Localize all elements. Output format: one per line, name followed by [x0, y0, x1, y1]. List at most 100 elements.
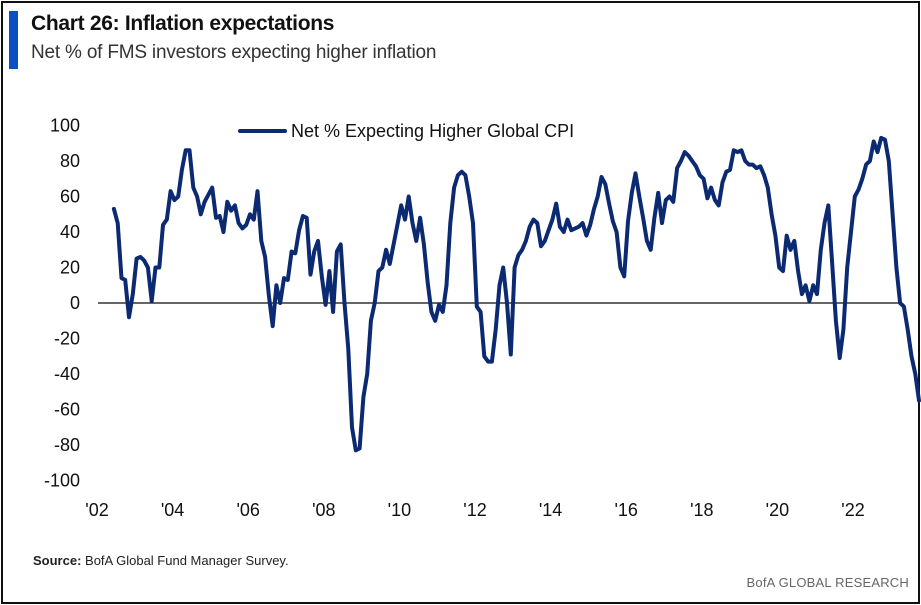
data-point	[812, 284, 815, 287]
data-point	[245, 223, 248, 227]
data-point	[233, 204, 237, 207]
y-axis-ticks: 100 80 60 40 20 0 -20 -40 -60 -80 -100	[44, 116, 80, 491]
data-point	[350, 426, 354, 429]
data-point	[823, 221, 826, 225]
series-line-net-pct-higher-cpi	[111, 135, 921, 453]
data-point	[260, 239, 263, 243]
data-point	[142, 259, 146, 262]
data-point	[403, 218, 407, 221]
data-point	[664, 198, 667, 202]
data-point	[570, 229, 573, 232]
x-tick-label: '16	[614, 500, 637, 520]
data-point	[229, 209, 233, 212]
data-point	[513, 266, 516, 269]
data-point	[717, 204, 720, 207]
data-point	[263, 255, 267, 259]
data-point	[112, 207, 116, 211]
data-point	[543, 239, 546, 243]
data-point	[369, 319, 373, 322]
data-point	[131, 292, 134, 296]
data-point	[721, 181, 724, 184]
data-point	[445, 284, 448, 287]
data-point	[475, 305, 478, 308]
data-point	[868, 159, 872, 163]
data-point	[286, 278, 289, 282]
data-point	[135, 257, 138, 260]
data-point	[804, 284, 807, 287]
data-point	[154, 266, 157, 269]
data-point	[505, 301, 509, 305]
data-point	[917, 399, 921, 402]
y-tick-label: -40	[54, 364, 80, 384]
chart-title: Chart 26: Inflation expectations	[31, 12, 335, 35]
x-tick-label: '08	[312, 500, 335, 520]
data-point	[744, 159, 747, 163]
data-point	[490, 360, 494, 363]
data-point	[660, 221, 664, 225]
data-point	[271, 324, 274, 328]
source-text: BofA Global Fund Manager Survey.	[85, 553, 289, 568]
data-point	[709, 186, 713, 189]
data-point	[796, 269, 800, 273]
data-point	[872, 140, 875, 143]
x-tick-label: '06	[236, 500, 259, 520]
data-point	[770, 213, 773, 216]
data-point	[914, 372, 917, 376]
data-point	[634, 172, 637, 175]
data-point	[898, 301, 902, 305]
x-tick-label: '20	[766, 500, 789, 520]
data-point	[891, 213, 894, 216]
data-point	[740, 149, 743, 152]
data-point	[252, 218, 255, 221]
data-point	[471, 221, 475, 225]
source-note: Source: BofA Global Fund Manager Survey.	[33, 553, 289, 568]
data-point	[846, 266, 849, 269]
data-point	[362, 395, 365, 399]
legend: Net % Expecting Higher Global CPI	[238, 121, 574, 141]
data-point	[596, 195, 599, 198]
data-point	[857, 188, 860, 191]
data-point	[464, 174, 467, 177]
data-point	[381, 266, 384, 269]
data-point	[691, 159, 694, 163]
data-point	[842, 328, 845, 331]
data-point	[218, 214, 221, 218]
data-point	[713, 198, 717, 202]
data-point	[638, 195, 641, 198]
data-point	[672, 200, 675, 203]
data-point	[577, 225, 580, 228]
data-point	[751, 163, 754, 166]
data-point	[214, 216, 218, 219]
y-tick-label: -80	[54, 435, 80, 455]
brand-label: BofA GLOBAL RESEARCH	[746, 575, 909, 590]
data-point	[373, 301, 376, 305]
data-point	[880, 136, 883, 140]
data-point	[441, 310, 444, 314]
data-point	[607, 202, 611, 205]
data-point	[604, 182, 607, 186]
data-point	[498, 284, 501, 287]
data-point	[479, 310, 482, 314]
data-point	[653, 216, 656, 219]
x-tick-label: '22	[841, 500, 864, 520]
data-point	[698, 174, 701, 177]
data-point	[615, 230, 618, 234]
data-point	[528, 225, 531, 228]
data-point	[551, 218, 554, 221]
data-point	[290, 250, 293, 253]
data-point	[679, 159, 683, 163]
data-point	[305, 216, 308, 219]
data-point	[301, 214, 305, 218]
data-point	[267, 294, 271, 298]
data-point	[392, 243, 395, 246]
data-point	[585, 234, 588, 237]
data-point	[434, 319, 437, 322]
data-point	[849, 230, 853, 234]
data-point	[139, 255, 142, 259]
data-point	[483, 355, 486, 358]
data-point	[728, 168, 732, 172]
data-point	[539, 245, 543, 248]
data-point	[694, 165, 698, 168]
data-point	[184, 149, 187, 152]
